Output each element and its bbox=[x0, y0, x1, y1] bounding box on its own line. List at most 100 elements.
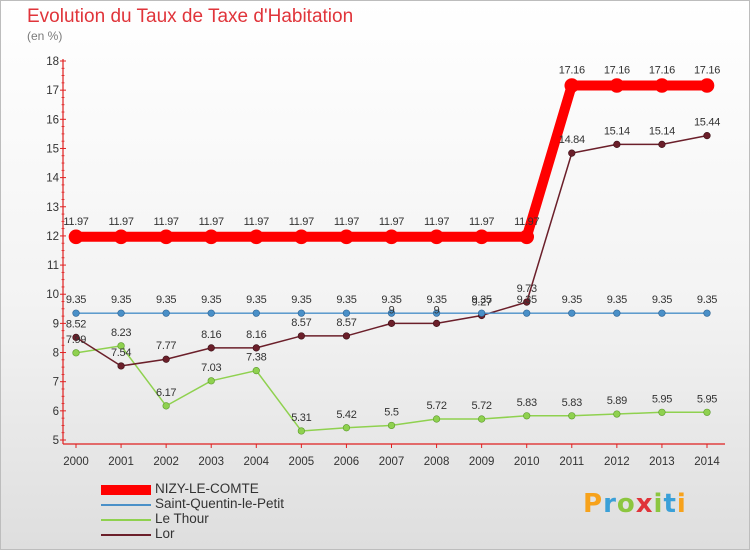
series-point-3 bbox=[568, 149, 576, 157]
y-tick-label: 16 bbox=[46, 114, 59, 126]
chart-series bbox=[68, 78, 715, 435]
data-label: 15.44 bbox=[694, 117, 720, 129]
series-point-0 bbox=[339, 229, 354, 245]
series-point-0 bbox=[158, 229, 174, 245]
data-label: 8.57 bbox=[336, 317, 356, 329]
y-tick-label: 12 bbox=[46, 231, 59, 243]
data-label: 9.73 bbox=[517, 283, 537, 295]
data-label: 15.14 bbox=[649, 125, 675, 137]
chart-axes: 5 6 7 8 9 10 11 12 13 14 15 16 17 18 2000 2001 2002 2003 2… bbox=[46, 56, 725, 468]
data-label: 9.35 bbox=[246, 294, 266, 306]
series-point-0 bbox=[294, 229, 309, 245]
data-label: 17.16 bbox=[694, 64, 720, 76]
data-label: 11.97 bbox=[108, 216, 133, 228]
data-label: 5.83 bbox=[517, 397, 537, 409]
data-label: 8.57 bbox=[291, 317, 311, 329]
chart-title: Evolution du Taux de Taxe d'Habitation bbox=[27, 6, 354, 27]
series-point-3 bbox=[658, 140, 666, 148]
data-label: 5.72 bbox=[472, 400, 492, 412]
data-label: 15.14 bbox=[604, 125, 630, 137]
data-label: 5.72 bbox=[426, 400, 446, 412]
data-label: 11.97 bbox=[469, 216, 494, 228]
y-tick-label: 6 bbox=[53, 406, 59, 418]
data-label: 11.97 bbox=[334, 216, 359, 228]
data-label: 9 bbox=[434, 304, 440, 316]
series-point-2 bbox=[432, 415, 441, 423]
y-tick-label: 8 bbox=[53, 348, 59, 360]
series-point-2 bbox=[207, 377, 215, 385]
series-point-0 bbox=[68, 229, 84, 245]
chart-data-labels: 11.97 11.97 11.97 11.97 11.97 11.97 11.97 11.97… bbox=[63, 64, 720, 423]
y-tick-label: 5 bbox=[53, 435, 59, 447]
series-point-1 bbox=[117, 309, 125, 317]
data-label: 9.35 bbox=[607, 294, 627, 306]
series-point-1 bbox=[297, 309, 305, 317]
proxiti-logo: Proxiti bbox=[583, 489, 687, 519]
series-point-1 bbox=[162, 309, 170, 317]
x-tick-label: 2003 bbox=[198, 456, 224, 468]
y-tick-label: 17 bbox=[46, 85, 59, 97]
y-tick-label: 18 bbox=[46, 56, 59, 68]
series-point-0 bbox=[203, 229, 219, 245]
series-line-3 bbox=[75, 134, 708, 367]
data-label: 9.27 bbox=[472, 297, 492, 309]
x-tick-label: 2004 bbox=[243, 456, 269, 468]
data-label: 9 bbox=[389, 304, 395, 316]
data-label: 8.16 bbox=[246, 329, 266, 341]
y-tick-label: 14 bbox=[46, 173, 59, 185]
legend-label: Saint-Quentin-le-Petit bbox=[155, 496, 285, 511]
series-point-0 bbox=[429, 229, 444, 245]
series-point-0 bbox=[654, 78, 670, 93]
data-label: 9.35 bbox=[697, 294, 717, 306]
data-label: 7.54 bbox=[111, 347, 131, 359]
data-label: 11.97 bbox=[154, 216, 179, 228]
data-label: 9.35 bbox=[381, 294, 401, 306]
series-point-1 bbox=[703, 309, 711, 317]
series-point-0 bbox=[609, 78, 625, 93]
series-point-2 bbox=[117, 342, 125, 350]
y-tick-label: 11 bbox=[47, 260, 59, 272]
data-label: 14.84 bbox=[559, 134, 585, 146]
chart-subtitle: (en %) bbox=[27, 29, 63, 43]
data-label: 11.97 bbox=[289, 216, 314, 228]
series-point-2 bbox=[478, 415, 486, 423]
y-tick-label: 9 bbox=[53, 318, 59, 330]
series-point-1 bbox=[568, 309, 576, 317]
data-label: 7.38 bbox=[246, 352, 266, 364]
data-label: 9.35 bbox=[652, 294, 672, 306]
y-tick-label: 7 bbox=[53, 377, 59, 389]
data-label: 11.97 bbox=[424, 216, 449, 228]
series-point-2 bbox=[297, 427, 305, 435]
data-label: 11.97 bbox=[379, 216, 404, 228]
data-label: 9.35 bbox=[156, 294, 176, 306]
series-line-0 bbox=[71, 80, 712, 242]
series-point-2 bbox=[613, 410, 621, 418]
series-point-2 bbox=[523, 412, 531, 420]
series-point-2 bbox=[162, 402, 170, 410]
data-label: 17.16 bbox=[604, 64, 630, 76]
series-point-1 bbox=[72, 309, 80, 317]
data-label: 8.16 bbox=[201, 329, 221, 341]
legend-label: Lor bbox=[155, 526, 175, 541]
data-label: 8.23 bbox=[111, 327, 131, 339]
data-label: 11.97 bbox=[63, 216, 88, 228]
x-tick-label: 2010 bbox=[514, 456, 540, 468]
series-point-3 bbox=[613, 140, 621, 148]
legend-swatch bbox=[101, 534, 151, 536]
x-tick-label: 2007 bbox=[379, 456, 405, 468]
legend-swatch bbox=[101, 485, 151, 495]
data-label: 5.95 bbox=[652, 393, 672, 405]
series-point-2 bbox=[72, 349, 80, 357]
data-label: 7.77 bbox=[156, 340, 176, 352]
series-point-0 bbox=[564, 78, 580, 93]
series-point-0 bbox=[699, 78, 715, 93]
series-point-0 bbox=[519, 229, 535, 245]
data-label: 9.35 bbox=[291, 294, 311, 306]
data-label: 9.35 bbox=[426, 294, 446, 306]
y-tick-label: 13 bbox=[46, 202, 59, 214]
series-point-2 bbox=[252, 367, 260, 375]
series-point-2 bbox=[342, 424, 351, 432]
x-tick-label: 2014 bbox=[694, 456, 720, 468]
